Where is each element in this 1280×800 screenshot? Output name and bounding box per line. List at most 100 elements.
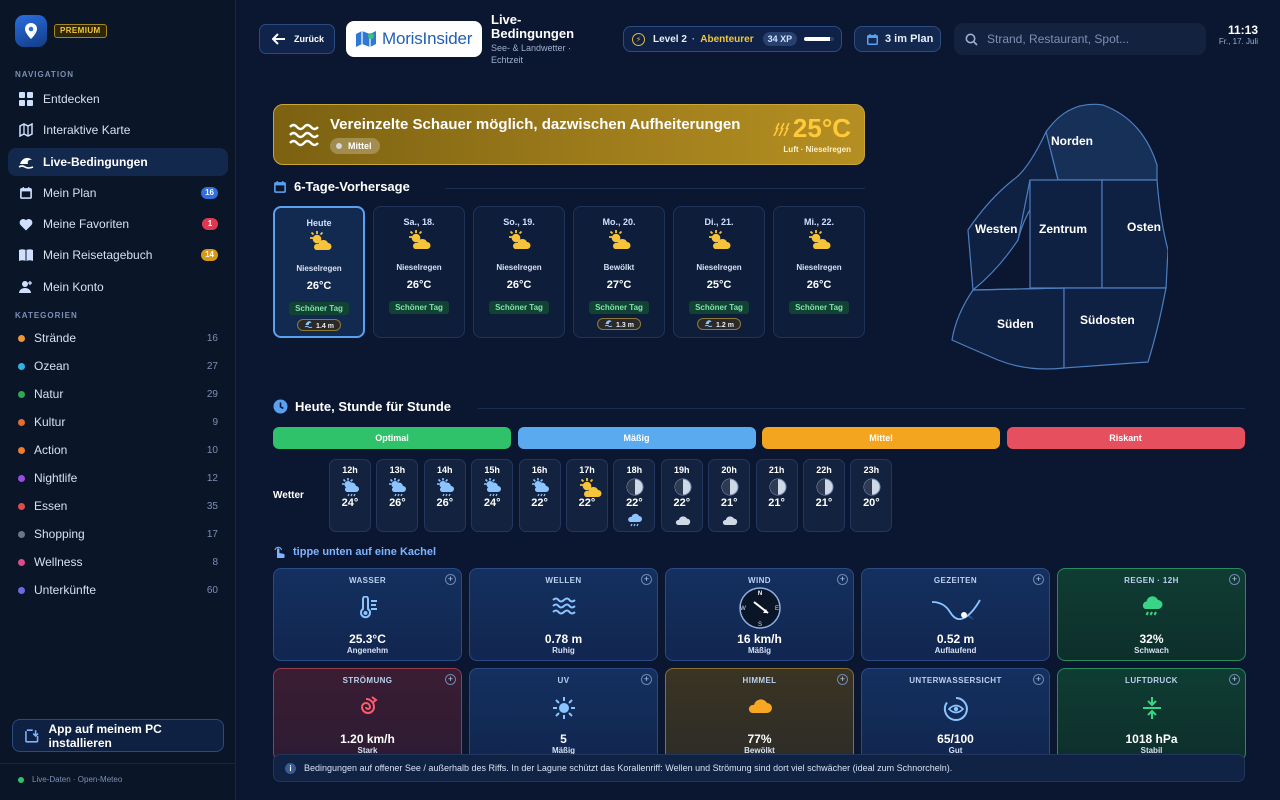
hour-card[interactable]: 17h 22° <box>566 459 608 532</box>
xp-progress-fill <box>804 37 830 41</box>
search-bar[interactable] <box>954 23 1206 55</box>
hour-card[interactable]: 21h 21° <box>755 459 798 532</box>
category-item-wellness[interactable]: Wellness 8 <box>8 548 228 576</box>
add-icon[interactable]: + <box>445 674 456 685</box>
category-item-unterk-nfte[interactable]: Unterkünfte 60 <box>8 576 228 604</box>
map-region-norden[interactable] <box>1045 103 1158 181</box>
conditions-banner[interactable]: Vereinzelte Schauer möglich, dazwischen … <box>273 104 865 165</box>
install-app-button[interactable]: App auf meinem PC installieren <box>12 719 224 752</box>
tile-wasser[interactable]: WASSER +25.3°C Angenehm <box>273 568 462 661</box>
calendar-icon <box>20 186 32 199</box>
forecast-day-card[interactable]: Di., 21. Nieselregen 25°C Schöner Tag 1.2 m <box>673 206 765 338</box>
risk-dot-icon <box>336 143 342 149</box>
svg-text:E: E <box>774 606 778 612</box>
map-region-sueden[interactable] <box>951 287 1065 370</box>
sidebar-item-meine-favoriten[interactable]: Meine Favoriten 1 <box>8 210 228 238</box>
tile-uv[interactable]: UV +5 Mäßig <box>469 668 658 761</box>
tile-regen-12h[interactable]: REGEN · 12H +32% Schwach <box>1057 568 1246 661</box>
tile-status: Schwach <box>1134 646 1169 655</box>
tile-status: Stark <box>357 746 378 755</box>
forecast-temp: 26°C <box>406 279 432 291</box>
tile-label: REGEN · 12H <box>1124 576 1179 585</box>
level-badge[interactable]: ⚡ Level 2 · Abenteurer 34 XP <box>623 26 842 52</box>
location-pin-icon <box>25 23 37 39</box>
category-item-str-nde[interactable]: Strände 16 <box>8 324 228 352</box>
app-logo[interactable] <box>15 15 47 47</box>
add-icon[interactable]: + <box>1229 574 1240 585</box>
hour-card[interactable]: 18h 22° <box>613 459 656 532</box>
hour-card[interactable]: 14h 26° <box>423 459 466 532</box>
tile-wellen[interactable]: WELLEN +0.78 m Ruhig <box>469 568 658 661</box>
wave-height-badge: 1.2 m <box>697 318 741 330</box>
wave-height-badge: 1.3 m <box>597 318 641 330</box>
map-region-suedosten[interactable] <box>1063 287 1167 369</box>
forecast-temp: 26°C <box>506 279 532 291</box>
map-region-osten[interactable] <box>1101 179 1168 289</box>
hour-card[interactable]: 20h 21° <box>708 459 751 532</box>
sidebar-item-mein-konto[interactable]: Mein Konto <box>8 273 228 301</box>
forecast-tag: Schöner Tag <box>689 301 749 314</box>
category-dot-icon <box>18 530 25 538</box>
sidebar-item-interaktive-karte[interactable]: Interaktive Karte <box>8 116 228 144</box>
hour-card[interactable]: 12h 24° <box>329 459 371 532</box>
forecast-day-card[interactable]: Mi., 22. Nieselregen 26°C Schöner Tag <box>773 206 865 338</box>
sidebar-item-mein-plan[interactable]: Mein Plan 16 <box>8 179 228 207</box>
forecast-day-card[interactable]: Heute Nieselregen 26°C Schöner Tag 1.4 m <box>273 206 365 338</box>
add-icon[interactable]: + <box>641 574 652 585</box>
forecast-day-card[interactable]: Mo., 20. Bewölkt 27°C Schöner Tag 1.3 m <box>573 206 665 338</box>
sun-cloud-icon <box>609 230 631 249</box>
sidebar-item-mein-reisetagebuch[interactable]: Mein Reisetagebuch 14 <box>8 241 228 269</box>
tile-unterwassersicht[interactable]: UNTERWASSERSICHT +65/100 Gut <box>861 668 1050 761</box>
add-icon[interactable]: + <box>1229 674 1240 685</box>
hour-card[interactable]: 19h 22° <box>660 459 703 532</box>
add-icon[interactable]: + <box>1033 674 1044 685</box>
sidebar-item-label: Entdecken <box>43 92 100 106</box>
sun-drizzle-icon <box>389 478 407 497</box>
waves-icon <box>551 597 576 615</box>
brand-logo[interactable]: MorisInsider <box>346 21 482 57</box>
section-divider <box>478 408 1245 409</box>
install-label: App auf meinem PC installieren <box>48 721 162 750</box>
category-item-natur[interactable]: Natur 29 <box>8 380 228 408</box>
hour-label: 16h <box>531 465 548 475</box>
current-spiral-icon <box>360 696 378 714</box>
hour-card[interactable]: 13h 26° <box>376 459 419 532</box>
category-item-shopping[interactable]: Shopping 17 <box>8 520 228 548</box>
sidebar-item-entdecken[interactable]: Entdecken <box>8 85 228 113</box>
add-icon[interactable]: + <box>837 574 848 585</box>
cloud-icon <box>723 516 738 525</box>
hour-card[interactable]: 23h 20° <box>850 459 893 532</box>
hour-card[interactable]: 15h 24° <box>471 459 514 532</box>
add-icon[interactable]: + <box>445 574 456 585</box>
wave-height: 1.4 m <box>316 323 334 330</box>
category-item-nightlife[interactable]: Nightlife 12 <box>8 464 228 492</box>
category-item-essen[interactable]: Essen 35 <box>8 492 228 520</box>
hour-label: 19h <box>674 465 690 475</box>
plan-button[interactable]: 3 im Plan <box>854 26 941 52</box>
sidebar-item-label: Interaktive Karte <box>43 123 131 138</box>
forecast-condition: Nieselregen <box>296 264 342 273</box>
category-item-kultur[interactable]: Kultur 9 <box>8 408 228 436</box>
category-count: 27 <box>206 360 218 372</box>
add-icon[interactable]: + <box>1033 574 1044 585</box>
banner-temperature: 25°C <box>771 113 851 144</box>
sidebar-item-live-bedingungen[interactable]: Live-Bedingungen <box>8 147 228 176</box>
tile-str-mung[interactable]: STRÖMUNG +1.20 km/h Stark <box>273 668 462 761</box>
hour-card[interactable]: 22h 21° <box>803 459 845 532</box>
forecast-day: So., 19. <box>503 217 535 227</box>
forecast-day-card[interactable]: So., 19. Nieselregen 26°C Schöner Tag <box>473 206 565 338</box>
category-item-ozean[interactable]: Ozean 27 <box>8 352 228 380</box>
tile-gezeiten[interactable]: GEZEITEN +0.52 m Auflaufend <box>861 568 1050 661</box>
tile-himmel[interactable]: HIMMEL +77% Bewölkt <box>665 668 854 761</box>
tile-luftdruck[interactable]: LUFTDRUCK +1018 hPa Stabil <box>1057 668 1246 761</box>
add-icon[interactable]: + <box>837 674 848 685</box>
sidebar-item-label: Live-Bedingungen <box>43 154 148 169</box>
forecast-day-card[interactable]: Sa., 18. Nieselregen 26°C Schöner Tag <box>373 206 465 338</box>
search-input[interactable] <box>987 32 1187 46</box>
sidebar-item-label: Mein Konto <box>43 279 104 294</box>
add-icon[interactable]: + <box>641 674 652 685</box>
category-item-action[interactable]: Action 10 <box>8 436 228 464</box>
back-button[interactable]: Zurück <box>259 24 335 54</box>
tile-wind[interactable]: WIND +16 km/h Mäßig N S E W <box>665 568 854 661</box>
hour-card[interactable]: 16h 22° <box>518 459 561 532</box>
